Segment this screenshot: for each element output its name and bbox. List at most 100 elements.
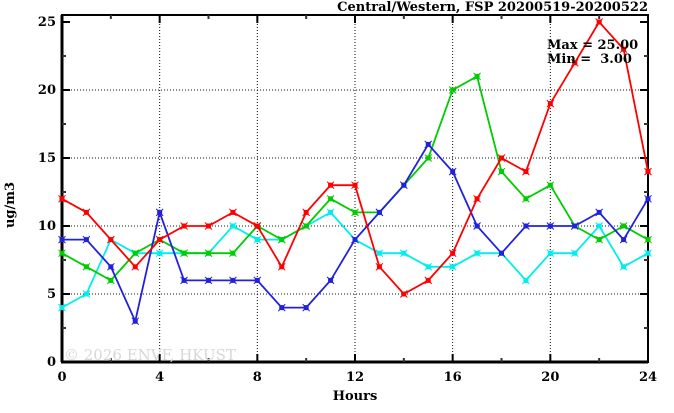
series-blue-marker-x: [570, 222, 579, 230]
series-blue-marker-x: [497, 249, 506, 258]
series-green-marker-x: [619, 222, 628, 230]
series-red-marker-x: [82, 208, 91, 217]
series-cyan-marker-x: [644, 249, 652, 258]
series-red-marker-x: [326, 181, 335, 190]
series-cyan-marker-x: [522, 276, 530, 285]
series-cyan-marker-x: [424, 262, 433, 271]
series-red-marker-x: [448, 249, 457, 258]
series-red-marker-x: [351, 181, 359, 190]
series-blue-marker-x: [180, 276, 188, 285]
x-tick-label: 16: [444, 370, 462, 385]
series-red-marker-x: [375, 262, 384, 271]
series-blue-marker-x: [155, 208, 164, 217]
min-value-label: Min = 3.00: [547, 52, 632, 67]
series-red-marker-x: [497, 154, 506, 162]
x-axis-label: Hours: [333, 389, 378, 404]
series-green-marker-x: [424, 154, 433, 162]
y-tick-label: 15: [38, 151, 56, 166]
series-green-marker-x: [644, 235, 652, 244]
chart-title: Central/Western, FSP 20200519-20200522: [337, 0, 648, 15]
series-blue-marker-x: [424, 140, 433, 149]
series-red-marker-x: [277, 262, 286, 271]
x-tick-label: 8: [253, 370, 262, 385]
series-cyan-marker-x: [229, 222, 237, 230]
series-green-marker-x: [546, 181, 555, 190]
series-red-marker-x: [204, 222, 213, 230]
series-green-marker-x: [351, 208, 359, 217]
x-tick-label: 0: [57, 370, 66, 385]
series-blue-marker-x: [522, 222, 530, 230]
series-blue-marker-x: [302, 303, 311, 312]
watermark: © 2026 ENVF, HKUST: [64, 346, 236, 364]
series-blue-marker-x: [473, 222, 481, 230]
series-red-marker-x: [595, 18, 604, 26]
series-red-marker-x: [546, 99, 555, 108]
series-cyan-marker-x: [473, 249, 481, 258]
x-tick-label: 12: [346, 370, 364, 385]
series-cyan-marker-x: [82, 290, 91, 298]
series-cyan-marker-x: [570, 249, 579, 258]
series-red-marker-x: [399, 290, 408, 298]
series-cyan-marker-x: [619, 262, 628, 271]
series-green-marker-x: [595, 235, 604, 244]
series-green-marker-x: [131, 249, 140, 258]
series-cyan-marker-x: [399, 249, 408, 258]
series-red-marker-x: [180, 222, 188, 230]
series-cyan-marker-x: [155, 249, 164, 258]
x-tick-label: 20: [541, 370, 559, 385]
series-cyan-marker-x: [448, 262, 457, 271]
series-blue-marker-x: [229, 276, 237, 285]
series-green-marker-x: [204, 249, 213, 258]
series-green-marker-x: [229, 249, 237, 258]
series-blue-marker-x: [82, 235, 91, 244]
series-green-marker-x: [106, 276, 115, 285]
series-red-marker-x: [106, 235, 115, 244]
max-value-label: Max = 25.00: [547, 38, 638, 53]
series-blue-marker-x: [448, 167, 457, 176]
series-green-marker-x: [82, 262, 91, 271]
series-blue-marker-x: [131, 317, 140, 326]
series-red-marker-x: [473, 194, 481, 203]
series-red-marker-x: [131, 262, 140, 271]
series-green-marker-x: [58, 249, 66, 258]
series-red-marker-x: [155, 235, 164, 244]
series-cyan-marker-x: [253, 235, 262, 244]
series-red-marker-x: [302, 208, 311, 217]
series-cyan-marker-x: [595, 222, 604, 230]
series-green-marker-x: [180, 249, 188, 258]
series-green-marker-x: [277, 235, 286, 244]
series-blue-marker-x: [204, 276, 213, 285]
plot-area: 0 5 10 15 20 25 0 4 8 12 16 20 24: [38, 14, 657, 385]
series-blue-marker-x: [595, 208, 604, 217]
series-red-marker-x: [570, 58, 579, 67]
series-blue-marker-x: [326, 276, 335, 285]
series-blue-marker-x: [253, 276, 262, 285]
series-red-marker-x: [253, 222, 262, 230]
series-red-marker-x: [58, 194, 66, 203]
y-tick-label: 10: [38, 219, 56, 234]
series-red-marker-x: [619, 45, 628, 54]
series-cyan-marker-x: [326, 208, 335, 217]
series-blue-marker-x: [644, 194, 652, 203]
series-green-marker-x: [326, 194, 335, 203]
y-tick-label: 5: [47, 287, 56, 302]
y-tick-label: 20: [38, 83, 56, 98]
x-tick-label: 24: [639, 370, 657, 385]
series-blue-marker-x: [58, 235, 66, 244]
series-red-marker-x: [522, 167, 530, 176]
series-green-marker-x: [302, 222, 311, 230]
series-red-marker-x: [644, 167, 652, 176]
series-blue-marker-x: [546, 222, 555, 230]
series-blue-marker-x: [399, 181, 408, 190]
y-tick-label: 0: [47, 355, 56, 370]
series-cyan-marker-x: [546, 249, 555, 258]
series-blue-marker-x: [375, 208, 384, 217]
y-axis-label: ug/m3: [3, 182, 18, 228]
x-tick-label: 4: [155, 370, 164, 385]
series-cyan-marker-x: [375, 249, 384, 258]
series-blue-marker-x: [106, 262, 115, 271]
series-green-marker-x: [497, 167, 506, 176]
series-green-marker-x: [522, 194, 530, 203]
